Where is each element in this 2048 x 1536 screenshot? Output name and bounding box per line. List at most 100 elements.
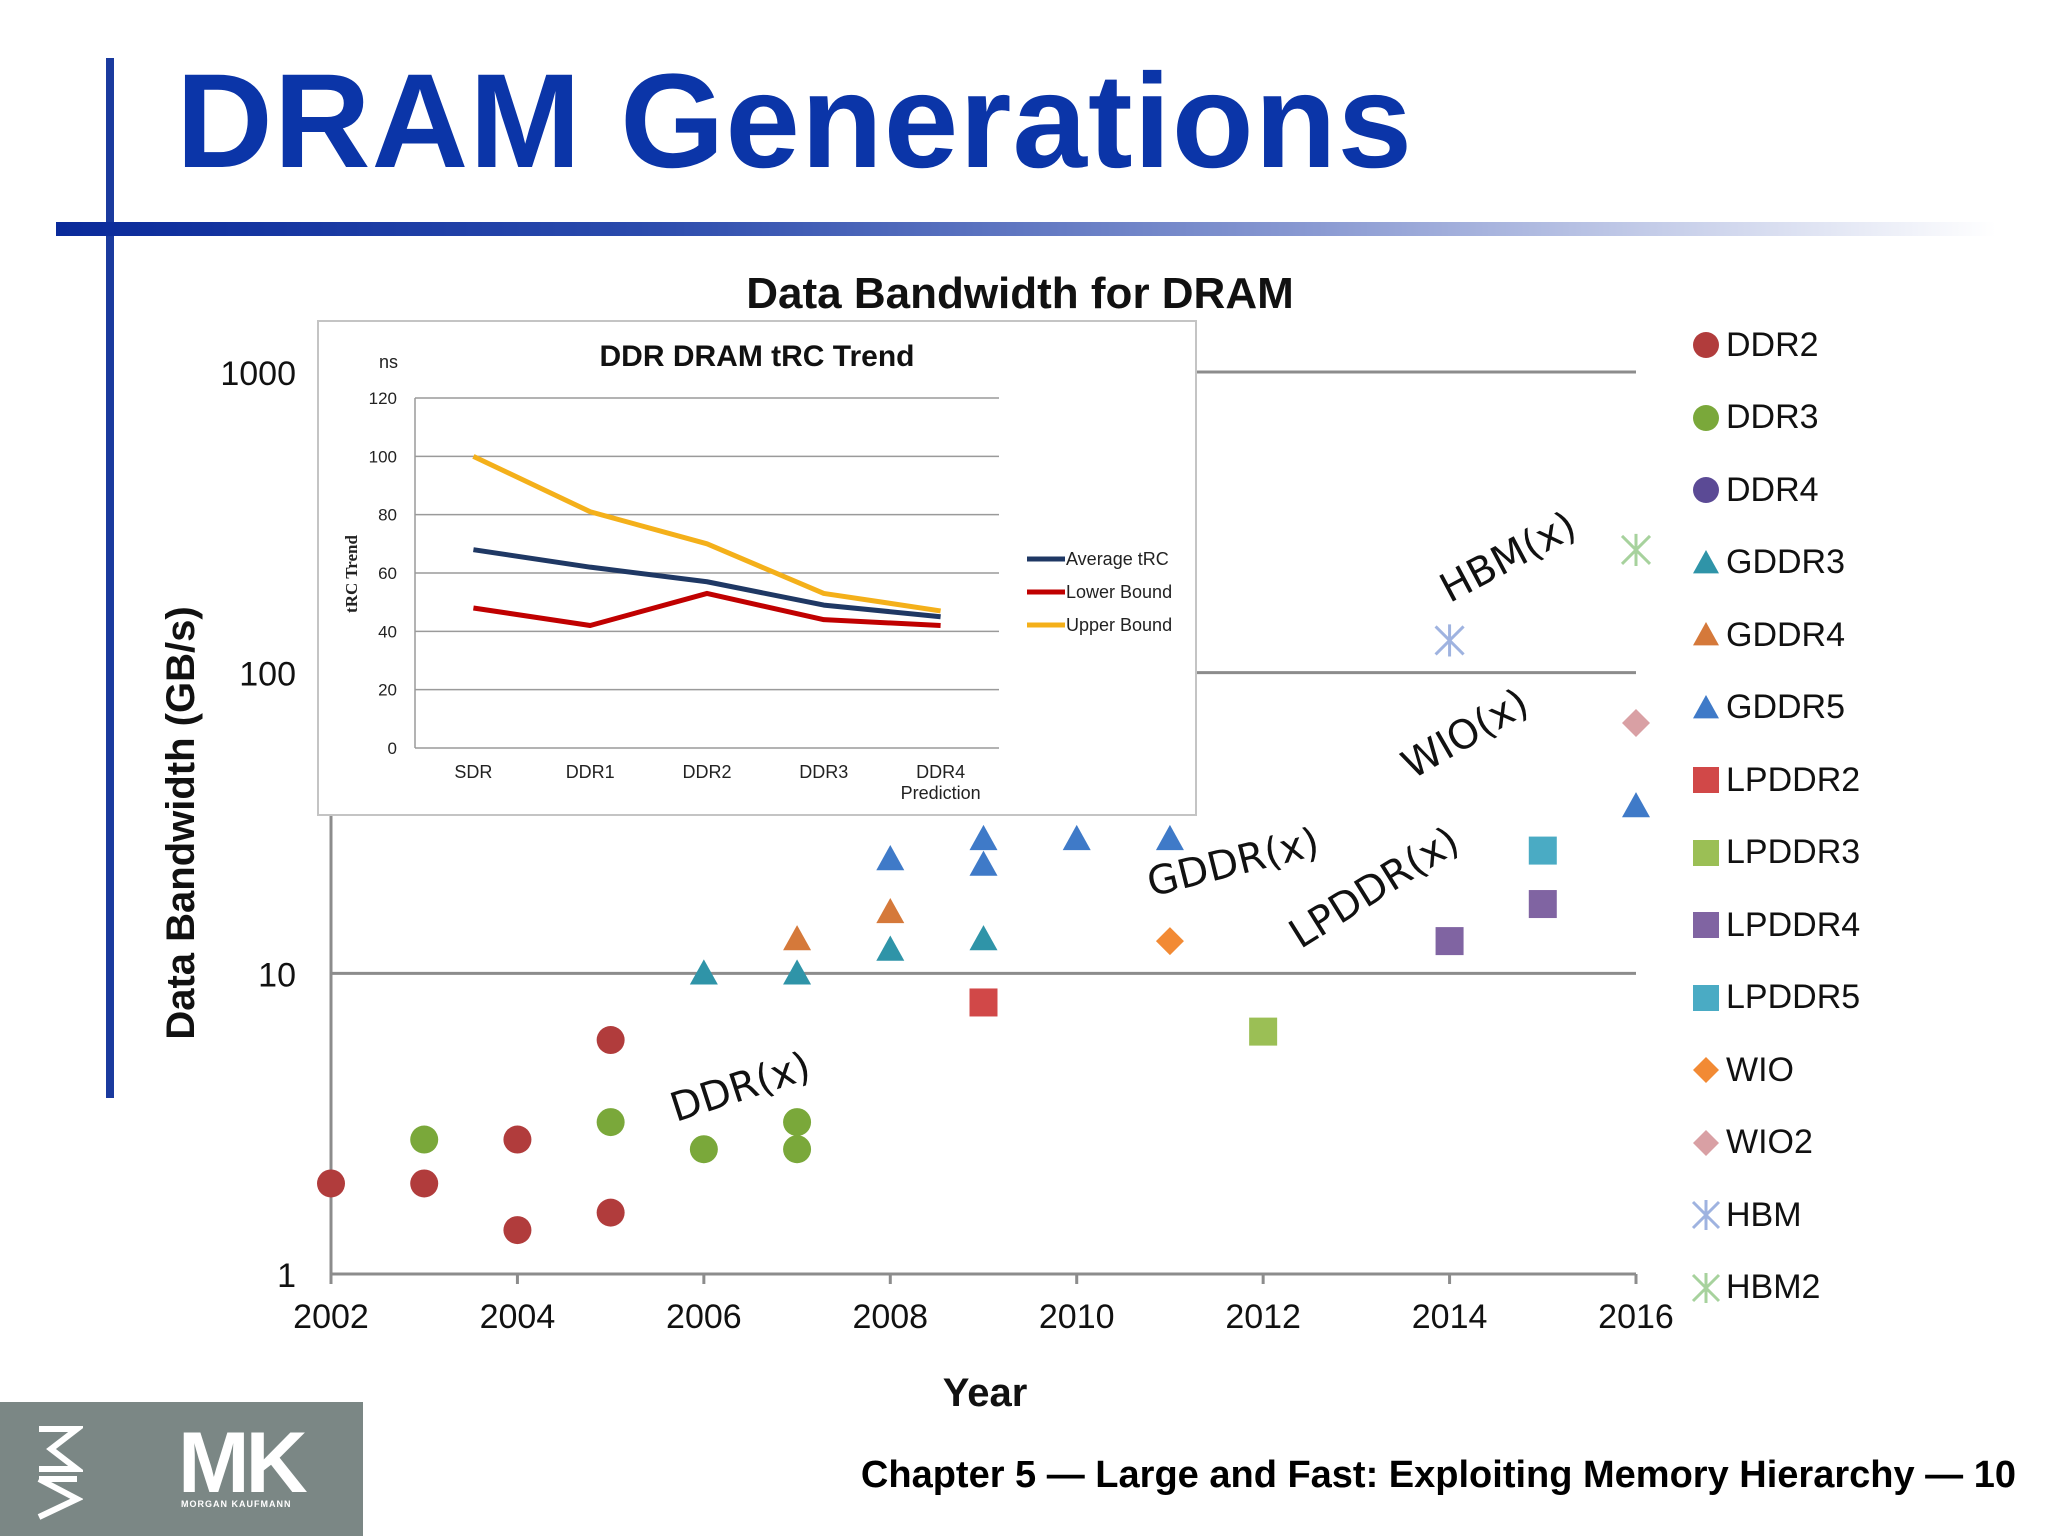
legend-label: DDR3 <box>1726 398 1819 436</box>
legend-marker-wio2 <box>1693 1129 1719 1156</box>
legend-marker-ddr4 <box>1693 477 1719 503</box>
legend-item-lpddr2: LPDDR2 <box>1690 760 1860 800</box>
square-icon <box>1693 767 1719 793</box>
point-ddr3 <box>783 1135 812 1164</box>
accent-vertical-bar <box>106 58 114 1098</box>
legend-label: DDR2 <box>1726 325 1819 364</box>
point-ddr3 <box>689 1135 718 1164</box>
circle-icon <box>1693 332 1719 358</box>
inset-legend-label: Lower Bound <box>1066 582 1172 602</box>
point-ddr3 <box>596 1108 625 1137</box>
point-gddr5 <box>876 845 905 871</box>
legend-marker-wio <box>1693 1057 1719 1083</box>
legend-label: WIO2 <box>1726 1123 1813 1161</box>
legend-item-hbm: HBM <box>1690 1195 1802 1235</box>
legend-item-gddr4: GDDR4 <box>1690 615 1845 655</box>
inset-unit: ns <box>379 352 398 372</box>
point-gddr5 <box>1622 792 1650 818</box>
inset-x-tick-label: SDR <box>454 762 492 782</box>
point-lpddr2 <box>969 988 998 1017</box>
legend-marker-gddr4 <box>1693 622 1719 646</box>
publisher-logo: MK <box>178 1415 308 1511</box>
inset-y-title: tRC Trend <box>342 534 361 612</box>
square-icon <box>1693 839 1719 866</box>
y-axis-title: Data Bandwidth (GB/s) <box>159 606 203 1039</box>
circle-icon <box>1693 404 1719 431</box>
legend-marker-lpddr3 <box>1693 839 1719 866</box>
accent-horizontal-bar <box>56 222 1996 236</box>
mk-side-logo-icon <box>37 1426 83 1520</box>
square-icon <box>1693 912 1719 938</box>
legend-marker-hbm <box>1691 1200 1721 1230</box>
asterisk-icon <box>1691 1272 1721 1303</box>
legend-item-gddr5: GDDR5 <box>1690 688 1845 728</box>
legend-marker-gddr5 <box>1693 694 1719 718</box>
inset-y-tick-label: 100 <box>369 447 397 466</box>
legend-item-ddr3: DDR3 <box>1690 398 1819 438</box>
inset-line-upper-bound <box>472 454 941 614</box>
inset-y-tick-label: 0 <box>388 739 397 758</box>
inset-legend-label: Average tRC <box>1066 549 1169 569</box>
inset-y-tick-label: 40 <box>378 622 397 641</box>
legend-marker-ddr2 <box>1693 332 1719 358</box>
inset-x-tick-label: DDR2 <box>682 762 731 782</box>
diamond-icon <box>1693 1129 1719 1156</box>
legend-item-wio2: WIO2 <box>1690 1123 1813 1163</box>
point-lpddr4 <box>1435 927 1464 956</box>
point-gddr3 <box>689 959 718 985</box>
point-hbm2 <box>1620 533 1652 567</box>
circle-icon <box>1693 477 1719 503</box>
x-tick-label: 2006 <box>666 1298 742 1336</box>
inset-x-tick-label: DDR3 <box>799 762 848 782</box>
x-tick-label: 2010 <box>1039 1298 1115 1336</box>
y-tick-label: 100 <box>239 656 296 694</box>
legend-marker-hbm2 <box>1691 1272 1721 1303</box>
point-gddr5 <box>1062 824 1091 851</box>
legend-marker-lpddr4 <box>1693 912 1719 938</box>
legend-label: GDDR4 <box>1726 615 1846 654</box>
legend-item-hbm2: HBM2 <box>1690 1268 1820 1308</box>
trc-inset-panel: DDR DRAM tRC Trend ns tRC Trend 0 20 40 60 80 10… <box>317 320 1197 816</box>
annotation-wio-x: WIO(x) <box>1394 680 1536 789</box>
legend-label: LPDDR4 <box>1726 905 1861 944</box>
legend-label: LPDDR2 <box>1726 760 1861 799</box>
inset-line-lower-bound <box>473 590 941 628</box>
inset-y-tick-label: 80 <box>378 506 397 525</box>
point-ddr2 <box>410 1169 439 1198</box>
point-gddr5 <box>969 850 998 876</box>
y-tick-label: 1000 <box>220 355 296 393</box>
legend-item-wio: WIO <box>1690 1050 1794 1090</box>
point-ddr2 <box>503 1125 532 1154</box>
chart-title: Data Bandwidth for DRAM <box>746 269 1294 318</box>
legend-marker-gddr3 <box>1693 549 1719 573</box>
inset-y-tick-label: 120 <box>369 389 397 408</box>
x-tick-label: 2004 <box>480 1298 556 1336</box>
diamond-icon <box>1693 1057 1719 1083</box>
point-gddr3 <box>876 935 905 961</box>
inset-legend-label: Upper Bound <box>1066 615 1172 635</box>
legend-label: HBM <box>1726 1195 1802 1234</box>
inset-x-tick-label: DDR1 <box>566 762 615 782</box>
legend-marker-lpddr5 <box>1693 984 1719 1011</box>
triangle-icon <box>1693 622 1719 646</box>
y-tick-label: 1 <box>277 1257 296 1295</box>
x-tick-label: 2012 <box>1225 1298 1301 1336</box>
legend-label: DDR4 <box>1726 470 1819 509</box>
triangle-icon <box>1693 549 1719 573</box>
point-ddr2 <box>317 1169 345 1198</box>
publisher-name: MORGAN KAUFMANN <box>181 1499 292 1509</box>
x-tick-label: 2016 <box>1598 1298 1674 1336</box>
point-ddr3 <box>783 1108 812 1137</box>
legend-label: WIO <box>1726 1050 1794 1089</box>
legend-item-ddr2: DDR2 <box>1690 325 1819 365</box>
legend-label: LPDDR3 <box>1726 833 1861 871</box>
inset-line-average-trc <box>473 547 941 620</box>
point-gddr4 <box>783 925 812 951</box>
point-ddr2 <box>503 1216 532 1245</box>
legend-label: HBM2 <box>1726 1268 1821 1306</box>
inset-title: DDR DRAM tRC Trend <box>600 340 915 373</box>
legend-item-lpddr4: LPDDR4 <box>1690 905 1860 945</box>
point-ddr2 <box>596 1198 625 1227</box>
x-tick-label: 2002 <box>293 1298 369 1336</box>
y-tick-label: 10 <box>258 956 296 994</box>
